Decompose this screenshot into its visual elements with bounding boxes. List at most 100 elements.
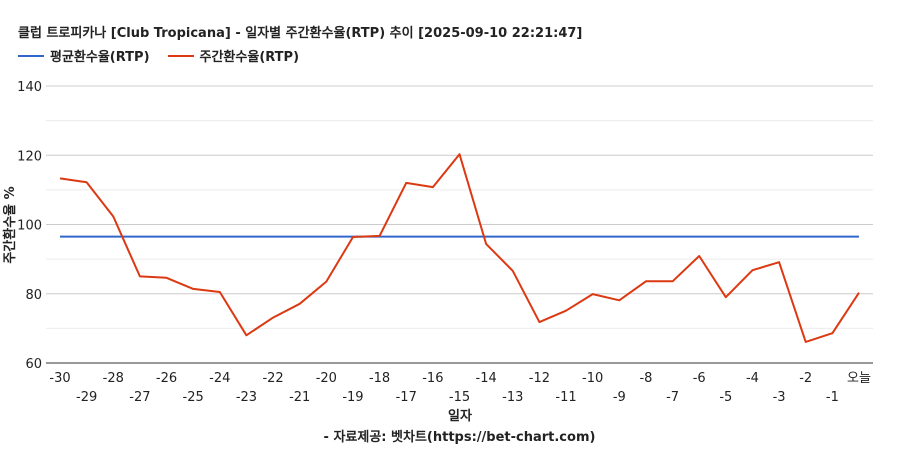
y-tick-labels: 60 80 100 120 140 — [17, 80, 42, 372]
data-point[interactable] — [697, 254, 702, 259]
data-point[interactable] — [484, 241, 489, 246]
data-point[interactable] — [271, 315, 276, 320]
data-point[interactable] — [457, 234, 462, 239]
x-tick-label: -29 — [76, 390, 97, 405]
data-point[interactable] — [670, 234, 675, 239]
data-point[interactable] — [857, 234, 862, 239]
chart-title: 클럽 트로피카나 [Club Tropicana] - 일자별 주간환수율(RT… — [18, 26, 583, 41]
x-tick-label: -23 — [236, 390, 257, 405]
data-point[interactable] — [590, 234, 595, 239]
x-tick-label: -25 — [183, 390, 204, 405]
data-point[interactable] — [244, 333, 249, 338]
data-point[interactable] — [617, 298, 622, 303]
x-tick-label: -18 — [369, 371, 390, 386]
series-line-1[interactable] — [59, 153, 860, 343]
data-point[interactable] — [164, 275, 169, 280]
data-point[interactable] — [404, 180, 409, 185]
data-point[interactable] — [830, 331, 835, 336]
data-point[interactable] — [590, 292, 595, 297]
legend: 평균환수율(RTP) 주간환수율(RTP) — [18, 46, 299, 65]
data-point[interactable] — [324, 279, 329, 284]
y-tick-label: 100 — [17, 219, 42, 234]
data-point[interactable] — [510, 268, 515, 273]
data-point[interactable] — [297, 301, 302, 306]
x-tick-labels: -30-29-28-27-26-25-24-23-22-21-20-19-18-… — [49, 371, 871, 405]
data-point[interactable] — [643, 279, 648, 284]
x-tick-label: -26 — [156, 371, 177, 386]
data-point[interactable] — [377, 233, 382, 238]
data-point[interactable] — [537, 320, 542, 325]
legend-label-weekly: 주간환수율(RTP) — [199, 50, 300, 65]
x-tick-label: -24 — [209, 371, 230, 386]
x-tick-label: -16 — [422, 371, 443, 386]
data-point[interactable] — [404, 234, 409, 239]
data-point[interactable] — [777, 260, 782, 265]
y-tick-label: 120 — [17, 149, 42, 164]
legend-item-average[interactable]: 평균환수율(RTP) — [18, 46, 150, 65]
data-point[interactable] — [111, 234, 116, 239]
legend-item-weekly[interactable]: 주간환수율(RTP) — [167, 46, 300, 65]
data-point[interactable] — [564, 308, 569, 313]
series-lines — [58, 152, 862, 344]
data-point[interactable] — [457, 152, 462, 157]
data-point[interactable] — [58, 176, 63, 181]
legend-label-average: 평균환수율(RTP) — [50, 50, 150, 65]
y-axis-title: 주간환수율 % — [2, 186, 18, 263]
x-tick-label: -27 — [129, 390, 150, 405]
data-point[interactable] — [84, 234, 89, 239]
data-point[interactable] — [244, 234, 249, 239]
data-point[interactable] — [137, 274, 142, 279]
data-point[interactable] — [750, 268, 755, 273]
data-point[interactable] — [697, 234, 702, 239]
x-tick-label: -7 — [666, 390, 679, 405]
y-tick-label: 140 — [17, 80, 42, 95]
x-tick-label: -10 — [582, 371, 603, 386]
data-point[interactable] — [643, 234, 648, 239]
data-point[interactable] — [217, 290, 222, 295]
data-point[interactable] — [510, 234, 515, 239]
data-point[interactable] — [164, 234, 169, 239]
data-point[interactable] — [297, 234, 302, 239]
x-tick-label: -2 — [799, 371, 812, 386]
x-tick-label: -28 — [103, 371, 124, 386]
data-point[interactable] — [191, 286, 196, 291]
x-tick-label: -9 — [613, 390, 626, 405]
data-point[interactable] — [750, 234, 755, 239]
data-point[interactable] — [723, 234, 728, 239]
x-tick-label: -19 — [342, 390, 363, 405]
data-point[interactable] — [84, 180, 89, 185]
x-tick-label: -22 — [262, 371, 283, 386]
data-point[interactable] — [830, 234, 835, 239]
data-point[interactable] — [137, 234, 142, 239]
data-point[interactable] — [803, 339, 808, 344]
data-point[interactable] — [564, 234, 569, 239]
data-point[interactable] — [777, 234, 782, 239]
data-point[interactable] — [803, 234, 808, 239]
data-point[interactable] — [537, 234, 542, 239]
data-point[interactable] — [430, 185, 435, 190]
data-point[interactable] — [111, 214, 116, 219]
x-tick-label: -20 — [316, 371, 337, 386]
data-point[interactable] — [430, 234, 435, 239]
y-tick-label: 60 — [25, 357, 42, 372]
source-credit: - 자료제공: 벳차트(https://bet-chart.com) — [323, 430, 596, 445]
y-tick-label: 80 — [25, 288, 42, 303]
data-point[interactable] — [617, 234, 622, 239]
data-point[interactable] — [723, 295, 728, 300]
x-tick-label: -6 — [693, 371, 706, 386]
x-tick-label: -5 — [719, 390, 732, 405]
x-tick-label: -12 — [529, 371, 550, 386]
x-tick-label: -4 — [746, 371, 759, 386]
data-point[interactable] — [58, 234, 63, 239]
legend-swatch-average — [18, 54, 44, 57]
x-tick-label: -13 — [502, 390, 523, 405]
data-point[interactable] — [191, 234, 196, 239]
data-point[interactable] — [857, 290, 862, 295]
data-point[interactable] — [324, 234, 329, 239]
data-point[interactable] — [217, 234, 222, 239]
data-point[interactable] — [271, 234, 276, 239]
data-point[interactable] — [670, 279, 675, 284]
x-tick-label: 오늘 — [847, 371, 871, 386]
data-point[interactable] — [350, 234, 355, 239]
